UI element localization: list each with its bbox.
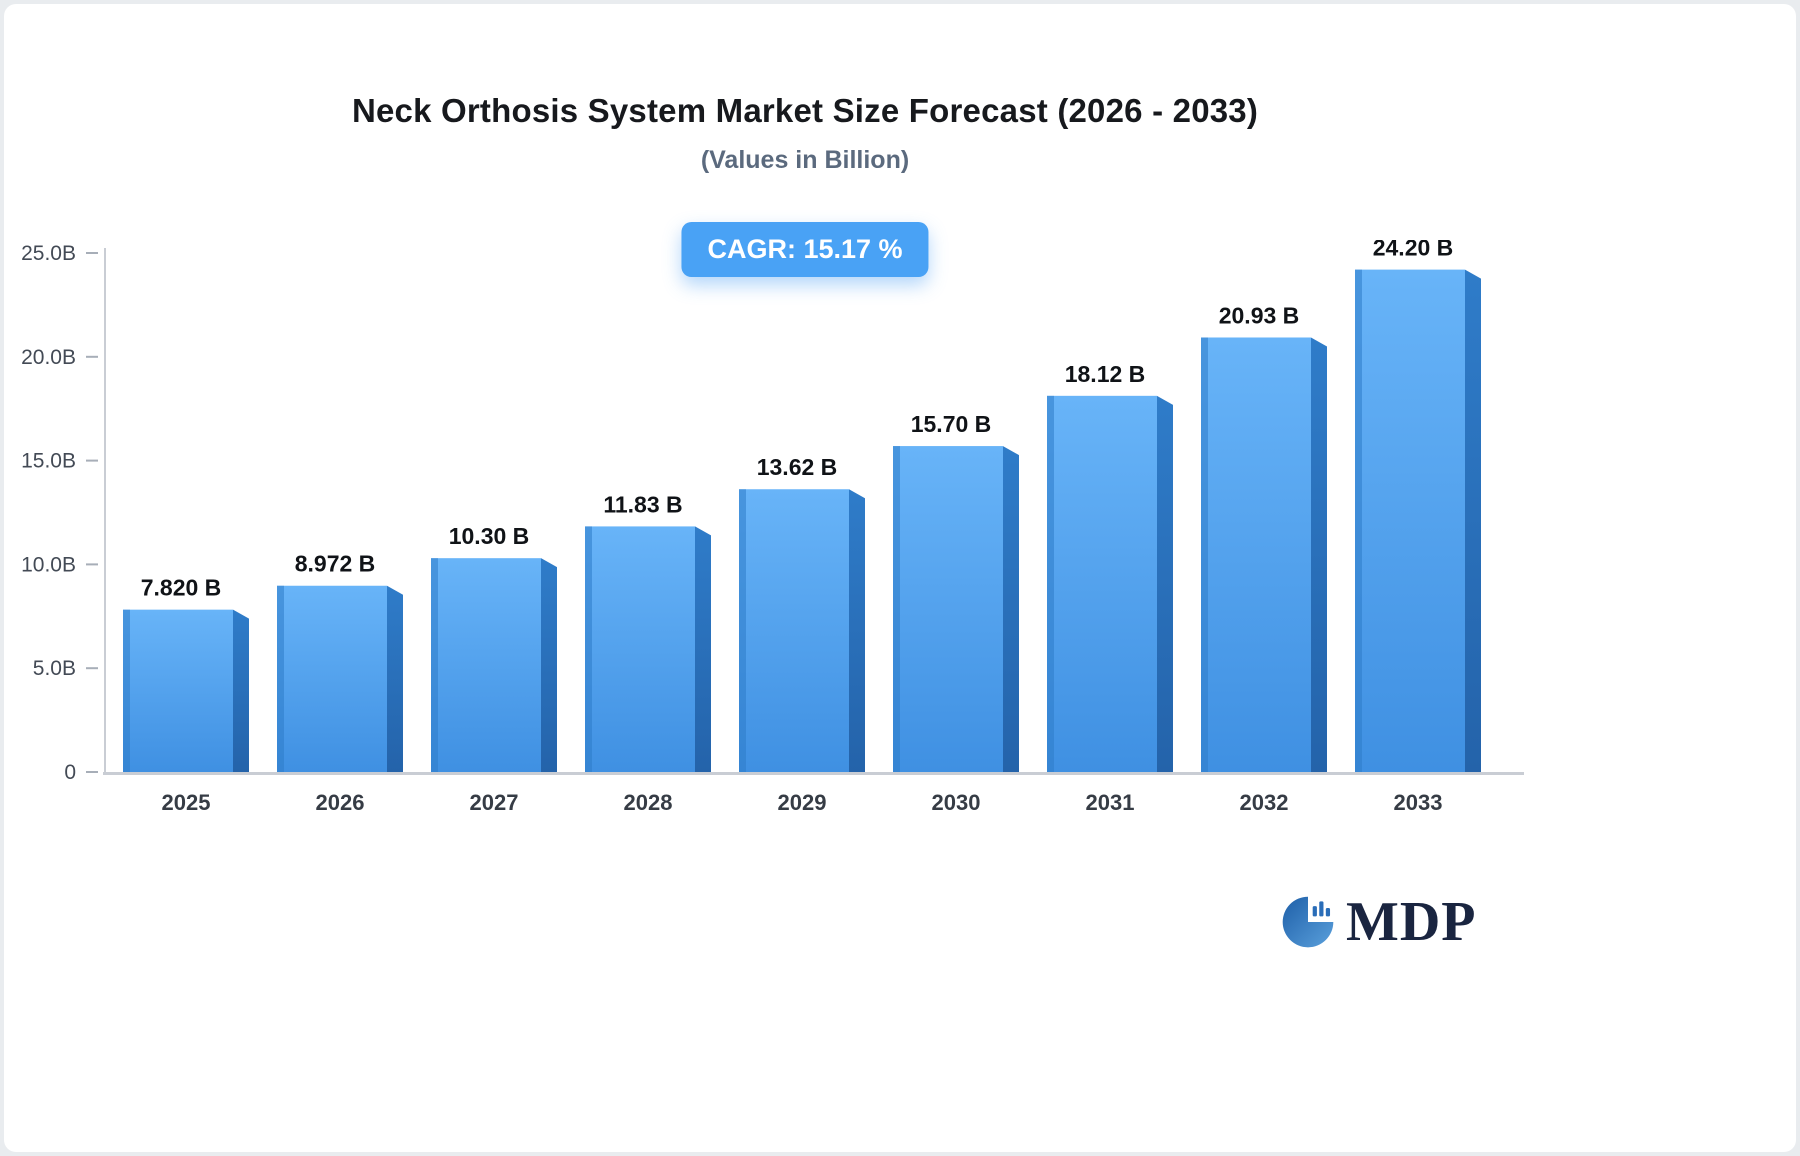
bar-value-label: 7.820 B xyxy=(141,575,222,601)
bar-side-face xyxy=(233,609,249,772)
x-axis-label: 2027 xyxy=(470,790,519,815)
cagr-badge: CAGR: 15.17 % xyxy=(681,222,929,277)
mdp-logo: MDP xyxy=(1278,890,1477,954)
mdp-logo-icon xyxy=(1282,896,1334,948)
chart-subtitle: (Values in Billion) xyxy=(700,146,910,174)
bar-left-edge xyxy=(585,526,592,772)
bar-left-edge xyxy=(123,609,130,772)
bar-front-face xyxy=(1047,395,1157,772)
x-axis-label: 2031 xyxy=(1086,790,1135,815)
bar-group-2031: 18.12 B 2031 xyxy=(1047,361,1173,815)
bar-value-label: 24.20 B xyxy=(1373,240,1454,261)
x-axis-label: 2032 xyxy=(1240,790,1289,815)
bar-group-2030: 15.70 B 2030 xyxy=(893,411,1019,815)
bar-group-2032: 20.93 B 2032 xyxy=(1201,302,1327,815)
bar-front-face xyxy=(739,489,849,772)
bar-left-edge xyxy=(1047,395,1054,772)
bar-front-face xyxy=(585,526,695,772)
bar-value-label: 10.30 B xyxy=(449,523,530,549)
bar-chart: 0 5.0B 10.0B 15.0B 20.0B 25.0B 7.820 B 2025 8.97… xyxy=(0,235,1560,840)
bar-left-edge xyxy=(893,446,900,772)
x-axis-label: 2028 xyxy=(624,790,673,815)
y-axis-label: 25.0B xyxy=(21,242,76,265)
x-axis-label: 2026 xyxy=(316,790,365,815)
bar-left-edge xyxy=(1355,269,1362,772)
bar-side-face xyxy=(1157,395,1173,772)
bar-group-2026: 8.972 B 2026 xyxy=(277,551,403,815)
x-axis-label: 2025 xyxy=(162,790,211,815)
y-axis-label: 5.0B xyxy=(33,657,76,680)
bar-left-edge xyxy=(1201,337,1208,772)
bar-left-edge xyxy=(277,585,284,772)
bar-value-label: 13.62 B xyxy=(757,454,838,480)
bar-front-face xyxy=(1201,337,1311,772)
mdp-logo-text: MDP xyxy=(1346,891,1477,953)
bar-front-face xyxy=(431,558,541,772)
y-axis-label: 0 xyxy=(64,761,76,784)
bar-left-edge xyxy=(739,489,746,772)
chart-title: Neck Orthosis System Market Size Forecas… xyxy=(351,92,1259,129)
bar-value-label: 18.12 B xyxy=(1065,361,1146,387)
bar-front-face xyxy=(123,609,233,772)
bar-value-label: 15.70 B xyxy=(911,411,992,437)
y-axis-label: 10.0B xyxy=(21,553,76,576)
bar-value-label: 11.83 B xyxy=(603,491,682,517)
y-axis-label: 20.0B xyxy=(21,346,76,369)
bar-front-face xyxy=(893,446,1003,772)
bar-side-face xyxy=(849,489,865,772)
bar-side-face xyxy=(387,585,403,772)
x-axis-label: 2033 xyxy=(1394,790,1443,815)
bar-value-label: 8.972 B xyxy=(295,551,376,577)
bar-group-2028: 11.83 B 2028 xyxy=(585,491,711,815)
bar-front-face xyxy=(1355,269,1465,772)
bar-group-2029: 13.62 B 2029 xyxy=(739,454,865,815)
bar-side-face xyxy=(1311,337,1327,772)
bar-group-2025: 7.820 B 2025 xyxy=(123,575,249,815)
bar-left-edge xyxy=(431,558,438,772)
bar-group-2027: 10.30 B 2027 xyxy=(431,523,557,815)
bar-side-face xyxy=(541,558,557,772)
cagr-badge-label: CAGR: 15.17 % xyxy=(707,234,903,264)
bar-front-face xyxy=(277,585,387,772)
bar-chart-svg: 0 5.0B 10.0B 15.0B 20.0B 25.0B 7.820 B 2025 8.97… xyxy=(21,235,1524,815)
x-axis-label: 2030 xyxy=(932,790,981,815)
x-axis-label: 2029 xyxy=(778,790,827,815)
bar-side-face xyxy=(1003,446,1019,772)
bar-side-face xyxy=(695,526,711,772)
bar-group-2033: 24.20 B 2033 xyxy=(1355,235,1481,815)
y-axis-label: 15.0B xyxy=(21,450,76,473)
bar-side-face xyxy=(1465,269,1481,772)
bar-value-label: 20.93 B xyxy=(1219,302,1300,328)
